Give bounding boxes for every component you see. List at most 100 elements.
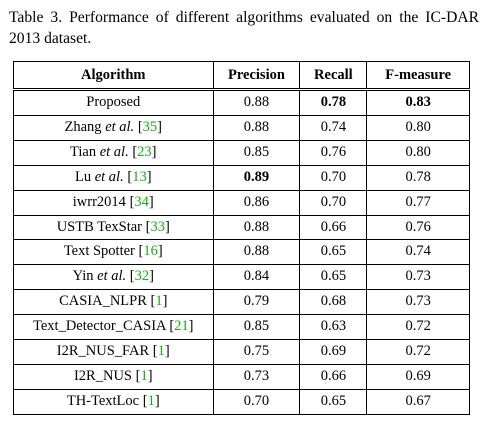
algorithm-cell: Proposed [13,88,214,116]
citation-link[interactable]: 13 [132,168,147,185]
table-row: TH-TextLoc [1] 0.70 0.65 0.67 [13,388,470,415]
algorithm-cell: Zhang et al. [35] [13,114,214,141]
table-row: Proposed 0.88 0.78 0.83 [13,88,470,116]
citation-link[interactable]: 34 [134,193,149,210]
citation-link[interactable]: 16 [143,243,158,260]
precision-cell: 0.88 [212,214,301,241]
recall-cell: 0.65 [299,239,368,266]
algorithm-cell: Tian et al. [23] [13,139,214,166]
fmeasure-cell: 0.67 [366,388,470,415]
table-row: I2R_NUS [1] 0.73 0.66 0.69 [13,363,470,390]
algorithm-cell: Lu et al. [13] [13,164,214,191]
fmeasure-cell: 0.78 [366,164,470,191]
table-row: CASIA_NLPR [1] 0.79 0.68 0.73 [13,289,470,316]
table-row: Text_Detector_CASIA [21] 0.85 0.63 0.72 [13,314,470,341]
recall-cell: 0.63 [299,314,368,341]
citation-link[interactable]: 1 [140,367,148,384]
precision-cell: 0.85 [212,314,301,341]
algorithm-name: TH-TextLoc [66,392,140,409]
table-row: I2R_NUS_FAR [1] 0.75 0.69 0.72 [13,339,470,365]
table-row: Text Spotter [16] 0.88 0.65 0.74 [13,239,470,266]
recall-cell: 0.65 [299,264,368,291]
precision-cell: 0.88 [212,239,301,266]
algorithm-cell: iwrr2014 [34] [13,189,214,216]
algorithm-name: I2R_NUS_FAR [56,343,150,360]
table-row: Zhang et al. [35] 0.88 0.74 0.80 [13,114,470,141]
recall-cell: 0.70 [299,189,368,216]
citation-link[interactable]: 1 [147,392,155,409]
algorithm-cell: Yin et al. [32] [13,264,214,291]
citation-link[interactable]: 23 [137,143,152,160]
table-row: USTB TexStar [33] 0.88 0.66 0.76 [13,214,470,241]
algorithm-name: Text_Detector_CASIA [33,318,166,335]
citation-link[interactable]: 35 [142,118,158,135]
citation-link[interactable]: 21 [174,318,189,335]
algorithm-name: iwrr2014 [72,193,126,210]
fmeasure-cell: 0.72 [366,339,470,365]
precision-cell: 0.86 [212,189,301,216]
precision-cell: 0.84 [212,264,301,291]
table-row: iwrr2014 [34] 0.86 0.70 0.77 [13,189,470,216]
recall-cell: 0.66 [299,214,368,241]
header-precision: Precision [212,61,301,90]
citation-link[interactable]: 1 [155,293,163,310]
et-al-text: et al. [105,118,135,135]
header-algorithm: Algorithm [13,61,214,90]
recall-cell: 0.74 [299,114,368,141]
algorithm-cell: Text_Detector_CASIA [21] [13,314,214,341]
table-row: Lu et al. [13] 0.89 0.70 0.78 [13,164,470,191]
et-al-text: et al. [99,143,129,160]
recall-cell: 0.65 [299,388,368,415]
fmeasure-cell: 0.69 [366,363,470,390]
algorithm-name: Text Spotter [63,243,135,260]
algorithm-name: I2R_NUS [73,367,132,384]
citation-link[interactable]: 32 [134,268,150,285]
recall-cell: 0.66 [299,363,368,390]
fmeasure-cell: 0.74 [366,239,470,266]
algorithm-cell: TH-TextLoc [1] [13,388,214,415]
fmeasure-cell: 0.80 [366,114,470,141]
header-recall: Recall [299,61,368,90]
algorithm-name: USTB TexStar [56,218,143,235]
citation-link[interactable]: 33 [150,218,165,235]
table-row: Tian et al. [23] 0.85 0.76 0.80 [13,139,470,166]
algorithm-name: Proposed [86,94,141,110]
algorithm-cell: I2R_NUS [1] [13,363,214,390]
algorithm-cell: USTB TexStar [33] [13,214,214,241]
fmeasure-cell: 0.73 [366,289,470,316]
header-row: Algorithm Precision Recall F-measure [13,61,470,90]
recall-cell: 0.78 [299,88,368,116]
precision-cell: 0.73 [212,363,301,390]
fmeasure-cell: 0.77 [366,189,470,216]
fmeasure-cell: 0.80 [366,139,470,166]
algorithm-cell: I2R_NUS_FAR [1] [13,339,214,365]
fmeasure-cell: 0.83 [366,88,470,116]
table-row: Yin et al. [32] 0.84 0.65 0.73 [13,264,470,291]
algorithm-name: Tian [70,143,97,160]
table-body: Proposed 0.88 0.78 0.83 Zhang et al. [35] 0.8… [13,88,470,415]
et-al-text: et al. [97,268,127,285]
precision-cell: 0.89 [212,164,301,191]
recall-cell: 0.70 [299,164,368,191]
fmeasure-cell: 0.73 [366,264,470,291]
results-table: Algorithm Precision Recall F-measure Pro… [13,61,470,415]
citation-link[interactable]: 1 [157,343,165,360]
algorithm-name: CASIA_NLPR [59,293,147,310]
precision-cell: 0.88 [212,114,301,141]
precision-cell: 0.70 [212,388,301,415]
precision-cell: 0.88 [212,88,301,116]
algorithm-cell: Text Spotter [16] [13,239,214,266]
recall-cell: 0.69 [299,339,368,365]
algorithm-name: Lu [74,168,92,185]
algorithm-name: Zhang [64,118,102,135]
table-caption: Table 3. Performance of different algori… [9,9,479,47]
precision-cell: 0.79 [212,289,301,316]
et-al-text: et al. [94,168,124,185]
precision-cell: 0.85 [212,139,301,166]
precision-cell: 0.75 [212,339,301,365]
recall-cell: 0.76 [299,139,368,166]
algorithm-name: Yin [72,268,94,285]
recall-cell: 0.68 [299,289,368,316]
fmeasure-cell: 0.72 [366,314,470,341]
fmeasure-cell: 0.76 [366,214,470,241]
